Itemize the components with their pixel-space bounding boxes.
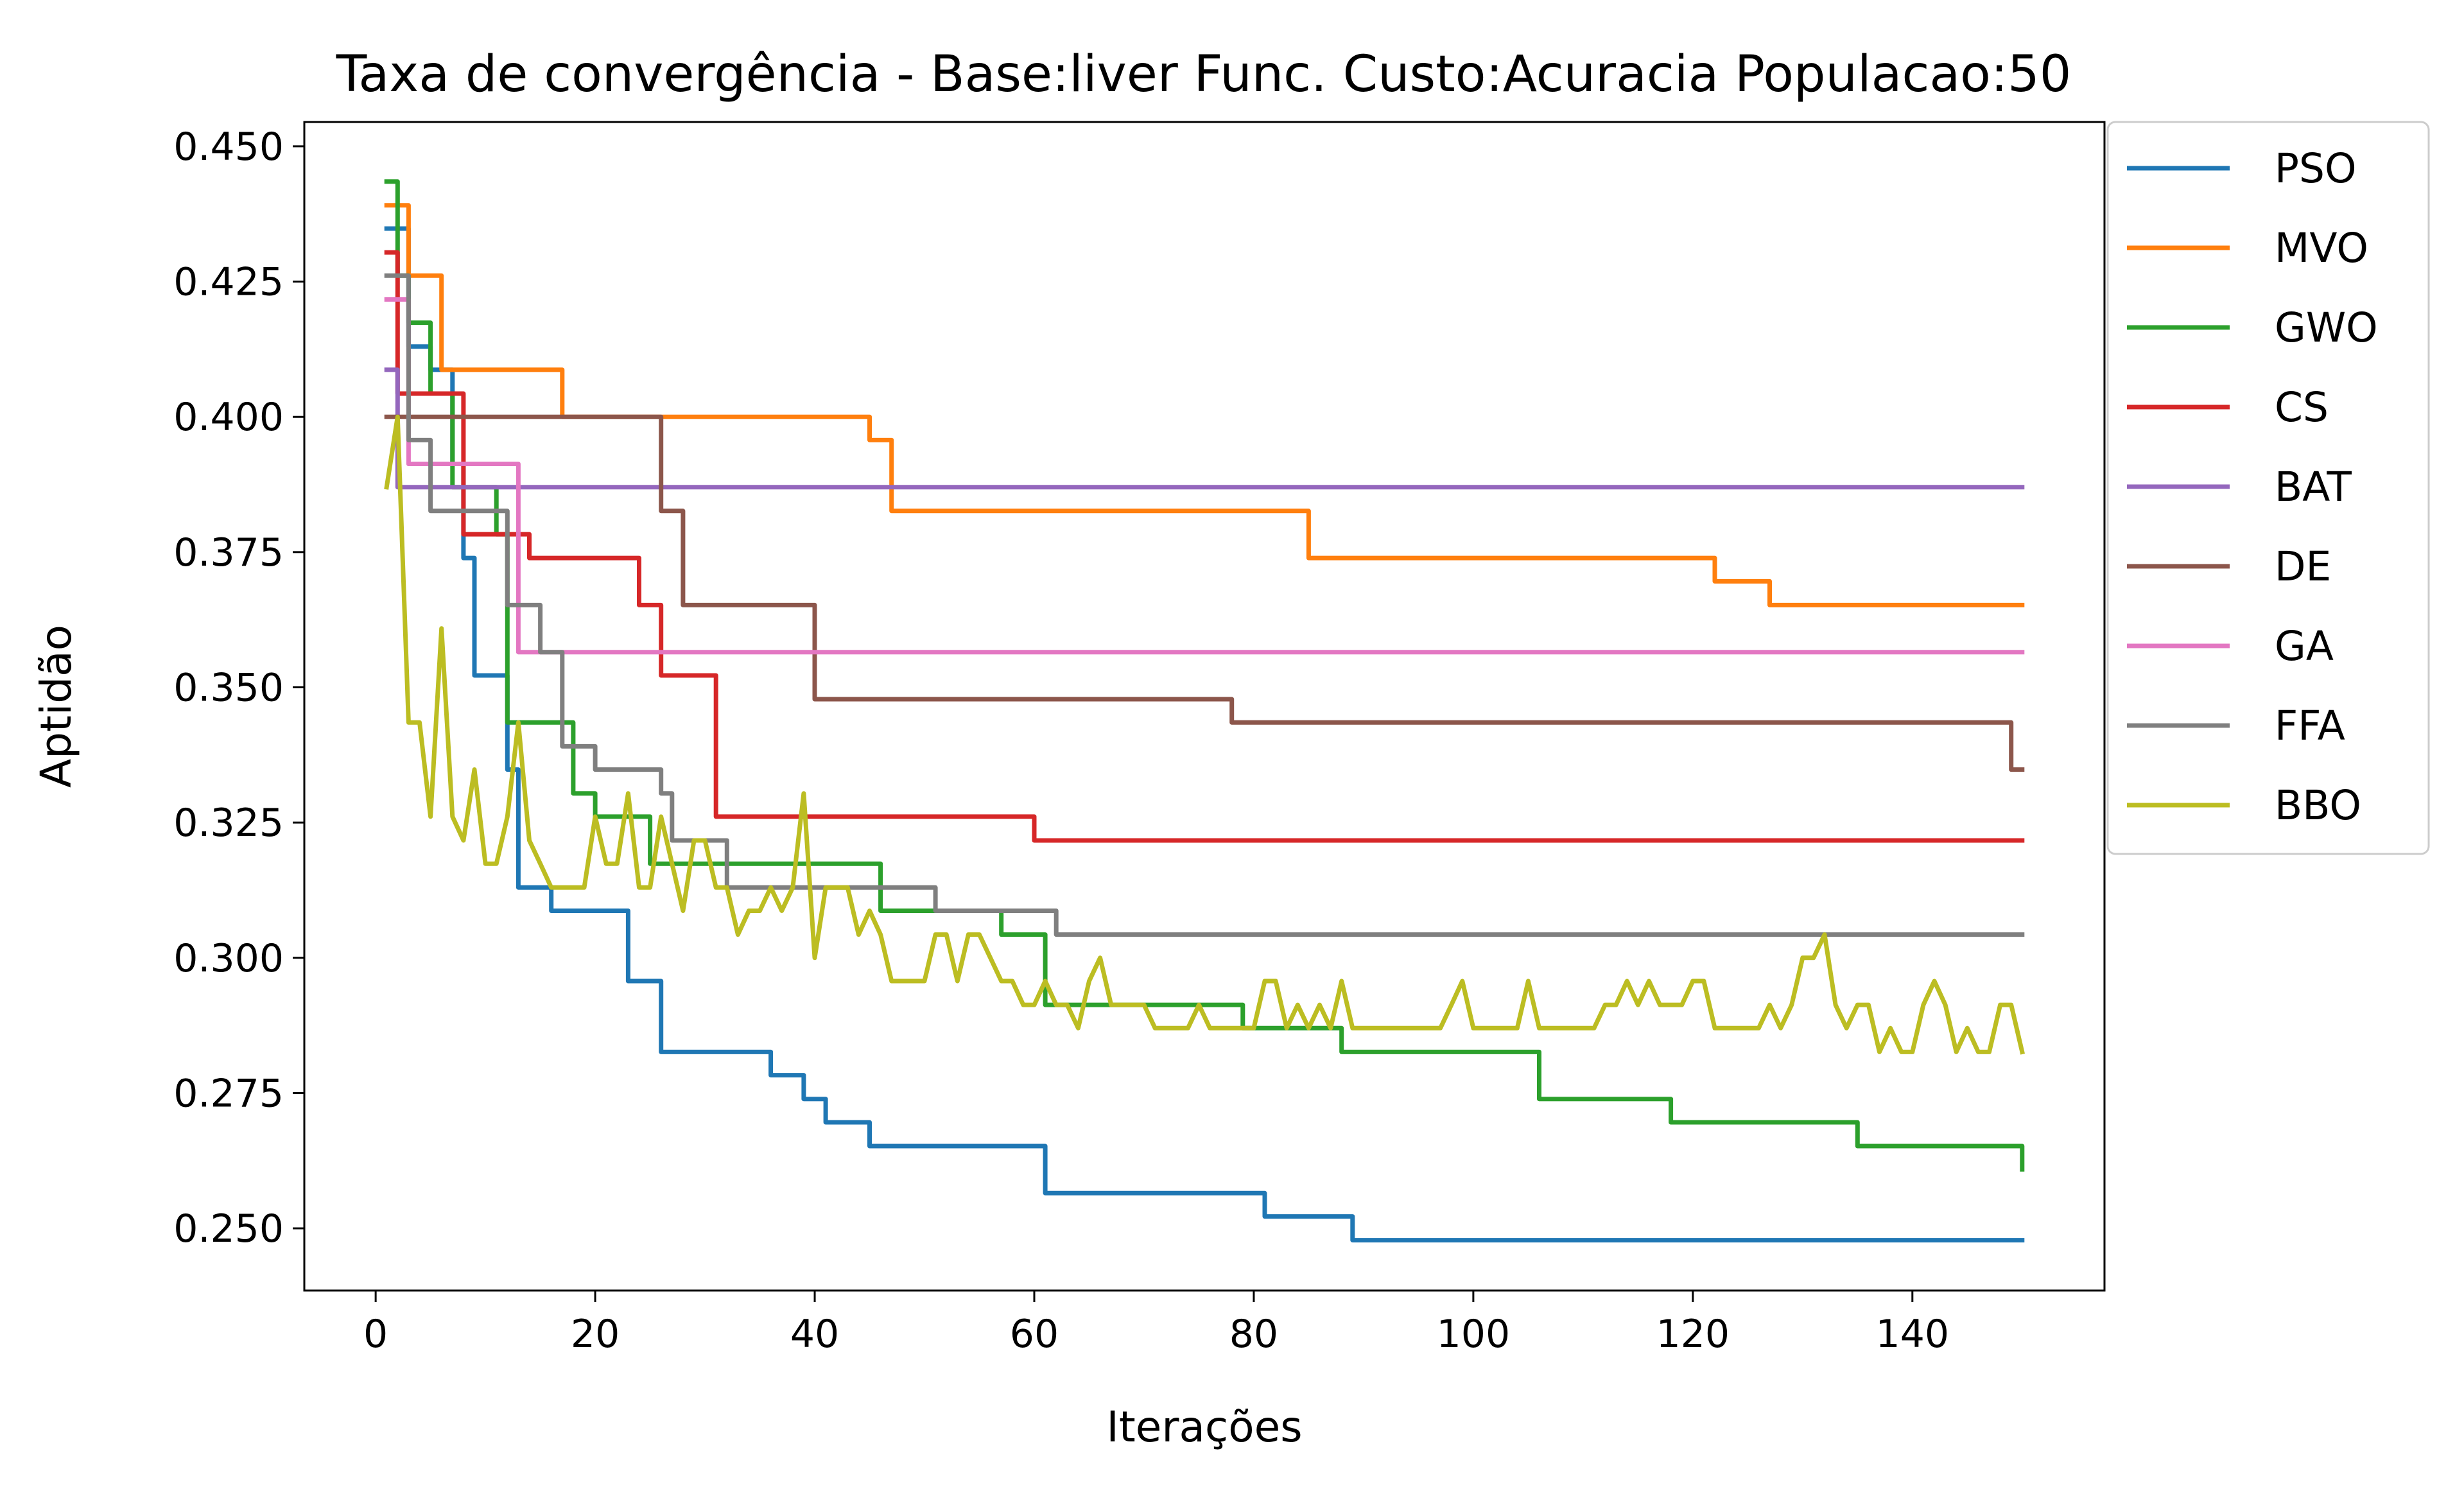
x-tick-label: 140 (1876, 1312, 1950, 1357)
y-tick-label: 0.375 (173, 530, 284, 575)
legend-items: PSO MVO GWO CS BAT DE GA FFA BBO (2127, 145, 2378, 829)
legend-box (2106, 121, 2430, 855)
series-line-mvo (384, 203, 2025, 607)
series-line-cs (384, 250, 2025, 843)
x-axis-label: Iterações (1106, 1402, 1302, 1452)
series-line-bbo (384, 414, 2026, 1055)
legend-label-bbo: BBO (2275, 782, 2361, 829)
y-tick-label: 0.325 (173, 801, 284, 846)
legend: PSO MVO GWO CS BAT DE GA FFA BBO (2106, 121, 2430, 855)
y-tick-label: 0.275 (173, 1071, 284, 1116)
x-tick-label: 40 (790, 1312, 839, 1357)
y-tick-label: 0.250 (173, 1206, 284, 1251)
x-tick-label: 0 (363, 1312, 388, 1357)
y-tick-label: 0.350 (173, 666, 284, 711)
x-tick-label: 80 (1229, 1312, 1278, 1357)
y-axis-label: Aptidão (31, 625, 81, 788)
legend-label-bat: BAT (2275, 464, 2352, 510)
legend-label-pso: PSO (2275, 145, 2357, 192)
x-axis-ticks: 0 20 40 60 80 100 120 140 (363, 1291, 1949, 1357)
series-layer (384, 179, 2026, 1243)
legend-label-gwo: GWO (2275, 304, 2378, 351)
x-tick-label: 120 (1656, 1312, 1730, 1357)
legend-label-mvo: MVO (2275, 225, 2368, 272)
y-tick-label: 0.300 (173, 936, 284, 981)
legend-label-de: DE (2275, 543, 2331, 590)
series-line-ffa (384, 273, 2025, 937)
legend-label-ga: GA (2275, 623, 2334, 670)
x-tick-label: 20 (571, 1312, 620, 1357)
x-tick-label: 100 (1437, 1312, 1511, 1357)
plot-area: 0 20 40 60 80 100 120 140 0.2500.2750.3000.3250… (173, 121, 2106, 1357)
series-line-ga (384, 297, 2025, 655)
plot-frame (303, 121, 2106, 1292)
legend-label-ffa: FFA (2275, 702, 2345, 749)
y-tick-label: 0.450 (173, 125, 284, 170)
chart-title: Taxa de convergência - Base:liver Func. … (336, 46, 2072, 103)
x-tick-label: 60 (1010, 1312, 1059, 1357)
y-axis-ticks: 0.250 0.275 0.300 0.325 0.350 0.375 0.400 0.425… (173, 125, 304, 1251)
y-tick-label: 0.425 (173, 260, 284, 305)
y-tick-label: 0.400 (173, 395, 284, 440)
legend-label-cs: CS (2275, 384, 2329, 431)
